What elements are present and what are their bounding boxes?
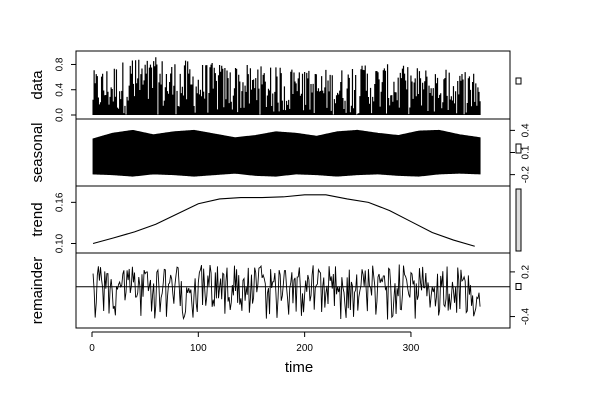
y-tick-label-data: 0.8 [55, 57, 66, 71]
series-seasonal [92, 129, 481, 177]
panel-label-remainder: remainder [29, 257, 46, 325]
y-tick-label-remainder: -0.4 [521, 308, 532, 326]
y-tick-label-trend: 0.10 [55, 233, 66, 253]
x-tick-label: 300 [403, 343, 420, 354]
scale-bar-data [515, 77, 522, 85]
panel-seasonal: -0.2 0.1 0.4 seasonal [29, 118, 532, 187]
scale-bar-trend [515, 188, 522, 252]
panel-frame-remainder [75, 252, 511, 329]
x-tick-label: 0 [89, 343, 95, 354]
y-tick-label-data: 0.4 [55, 82, 66, 96]
y-tick-label-remainder: 0.2 [521, 265, 532, 279]
y-tick-label-data: 0.0 [55, 108, 66, 122]
series-trend [92, 194, 475, 247]
x-tick-label: 200 [296, 343, 313, 354]
y-tick-label-seasonal: -0.2 [521, 166, 532, 184]
panel-remainder: -0.4 0.2 remainder [29, 252, 532, 329]
panel-data: 0.0 0.4 0.8 data [29, 50, 522, 122]
y-tick-label-seasonal: 0.1 [521, 145, 532, 159]
y-tick-label-seasonal: 0.4 [521, 123, 532, 137]
panel-label-seasonal: seasonal [29, 122, 46, 182]
panel-label-data: data [29, 70, 46, 100]
series-remainder [92, 264, 481, 321]
x-axis-label: time [285, 359, 313, 376]
scale-bar-seasonal [515, 143, 522, 154]
scale-bar-remainder [515, 283, 522, 290]
y-tick-label-trend: 0.16 [55, 192, 66, 212]
panels-layer: 0.0 0.4 0.8 data -0.2 0.1 0.4 seasonal 0.10 0.16 t… [29, 50, 532, 329]
panel-trend: 0.10 0.16 trend [29, 185, 522, 254]
x-tick-label: 100 [190, 343, 207, 354]
series-data [92, 57, 481, 115]
panel-label-trend: trend [29, 202, 46, 236]
x-axis: 0 100 200 300 [89, 331, 420, 354]
